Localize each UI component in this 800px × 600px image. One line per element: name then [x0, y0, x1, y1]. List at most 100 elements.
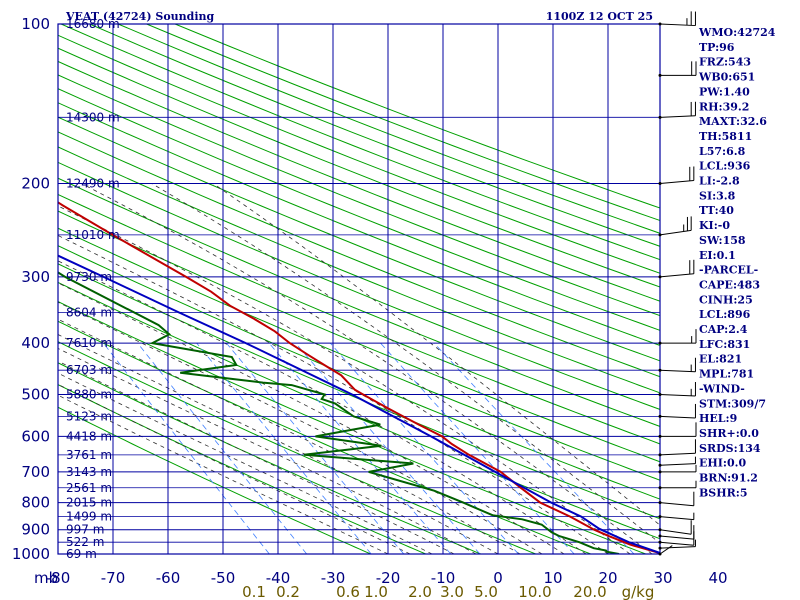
mixing-ratio-label: 0.1: [242, 583, 266, 600]
index-line: TH:5811: [699, 130, 752, 143]
wind-barb: [658, 382, 696, 397]
height-label: 2015 m: [66, 496, 112, 510]
wind-barb: [658, 512, 695, 521]
height-label: 4418 m: [66, 429, 112, 443]
wind-barb-dot: [658, 540, 662, 544]
index-line: LCL:936: [699, 160, 751, 173]
index-line: TT:40: [699, 204, 734, 217]
pressure-tick-label: 600: [21, 427, 50, 445]
index-line: WMO:42724: [698, 26, 776, 39]
index-line: PW:1.40: [699, 85, 750, 98]
index-line: BSHR:5: [699, 486, 748, 499]
pressure-tick-label: 900: [21, 521, 50, 539]
moist-adiabat-line: [58, 260, 587, 554]
wind-barb-staff: [659, 393, 696, 397]
temperature-tick-label: -30: [321, 569, 346, 587]
index-line: WB0:651: [698, 71, 755, 84]
pressure-tick-label: 200: [21, 175, 50, 193]
height-label: 3761 m: [66, 448, 112, 462]
pressure-tick-label: 100: [21, 15, 50, 33]
wind-barb: [658, 491, 695, 507]
index-line: LFC:831: [699, 338, 750, 351]
index-line: -WIND-: [699, 382, 745, 395]
temperature-tick-label: -50: [211, 569, 236, 587]
height-label: 8604 m: [66, 305, 112, 319]
temperature-tick-label: 30: [653, 569, 672, 587]
wind-barb: [658, 11, 696, 27]
wind-barb-staff: [659, 541, 694, 546]
index-line: SI:3.8: [699, 189, 736, 202]
trace-dewpoint: [58, 271, 620, 554]
wind-barb-dot: [658, 341, 662, 345]
wind-barb-dot: [658, 501, 662, 505]
index-line: LI:-2.8: [699, 175, 740, 188]
index-line: BRN:91.2: [699, 472, 758, 485]
wind-barb: [658, 439, 696, 457]
wind-barb-dot: [658, 182, 662, 186]
moist-adiabat-line: [58, 205, 631, 554]
wind-barb-staff: [659, 516, 694, 521]
height-label: 2561 m: [66, 481, 112, 495]
height-label: 12490 m: [66, 177, 120, 191]
wind-barb: [658, 329, 697, 345]
height-label: 16680 m: [66, 17, 120, 31]
wind-barb-dot: [658, 486, 662, 490]
wind-barb-dot: [658, 22, 662, 26]
pressure-tick-label: 400: [21, 334, 50, 352]
pressure-tick-label: 500: [21, 385, 50, 403]
plot-frame: [57, 23, 661, 555]
wind-barb-dot: [658, 528, 662, 532]
wind-barb-staff: [659, 273, 694, 278]
temperature-tick-label: -60: [156, 569, 181, 587]
temperature-tick-label: -40: [266, 569, 291, 587]
height-label: 6703 m: [66, 363, 112, 377]
pressure-tick-label: 1000: [12, 545, 50, 563]
temperature-tick-label: 40: [708, 569, 727, 587]
mixing-ratio-label: 1.0: [364, 583, 388, 600]
moist-adiabat-line: [81, 183, 653, 554]
moist-adiabat-line: [212, 183, 660, 526]
mixing-ratio-label: 10.0: [518, 583, 551, 600]
wind-barb-dot: [658, 515, 662, 519]
wind-barb: [658, 216, 692, 237]
wind-barb-dot: [658, 534, 662, 538]
moist-adiabat-line: [58, 372, 433, 554]
chart-title: VEAT (42724) Sounding: [65, 10, 215, 23]
index-line: L57:6.8: [699, 145, 746, 158]
wind-barb-staff: [659, 546, 696, 549]
mixing-ratio-label: 2.0: [408, 583, 432, 600]
wind-barb-staff: [659, 415, 696, 419]
mixing-ratio-label: 5.0: [474, 583, 498, 600]
wind-barb-dot: [658, 470, 662, 474]
wind-barb: [658, 480, 697, 490]
index-line: SRDS:134: [699, 442, 761, 455]
index-line: FRZ:543: [699, 56, 751, 69]
index-line: LCL:896: [699, 308, 751, 321]
mixing-ratio-label: 20.0: [573, 583, 606, 600]
grid-lines: [58, 24, 660, 554]
index-line: EHI:0.0: [699, 457, 746, 470]
wind-barb-dot: [658, 546, 662, 550]
pressure-unit-label: mb: [34, 569, 58, 587]
mixing-ratio-label: 0.2: [276, 583, 300, 600]
index-line: SHR+:0.0: [699, 427, 759, 440]
index-line: EL:821: [699, 353, 742, 366]
pressure-tick-label: 700: [21, 463, 50, 481]
mixing-ratio-label: 0.6: [336, 583, 360, 600]
wind-barbs: [658, 11, 697, 556]
wind-barb-staff: [659, 502, 694, 507]
height-label: 69 m: [66, 547, 97, 561]
wind-barb-staff: [659, 529, 692, 535]
wind-barb-staff: [659, 115, 696, 118]
index-line: -PARCEL-: [699, 264, 758, 277]
index-line: MAXT:32.6: [699, 115, 767, 128]
index-line: HEL:9: [699, 412, 737, 425]
wind-barb-dot: [658, 392, 662, 396]
wind-barb-dot: [658, 453, 662, 457]
wind-barb-staff: [659, 535, 694, 540]
index-line: MPL:781: [699, 368, 754, 381]
